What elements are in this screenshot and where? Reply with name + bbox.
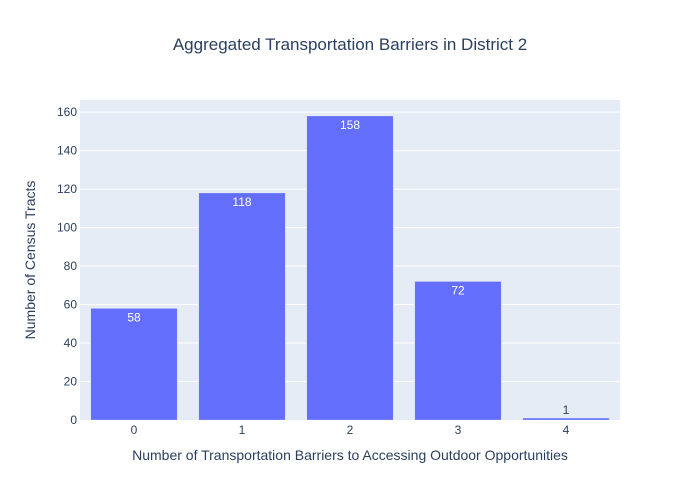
x-tick-label: 3 xyxy=(455,423,462,437)
y-tick-label: 160 xyxy=(57,105,77,119)
bar xyxy=(90,308,178,421)
y-tick-label: 80 xyxy=(64,259,78,273)
bar xyxy=(414,281,502,421)
y-tick-label: 60 xyxy=(64,298,78,312)
y-tick-label: 20 xyxy=(64,375,78,389)
y-tick-label: 40 xyxy=(64,336,78,350)
x-axis-title: Number of Transportation Barriers to Acc… xyxy=(132,447,568,463)
x-tick-label: 0 xyxy=(131,423,138,437)
y-tick-label: 100 xyxy=(57,221,77,235)
bar xyxy=(522,417,610,421)
bar-value-label: 1 xyxy=(563,403,570,417)
bar-value-label: 72 xyxy=(451,283,465,297)
y-axis-title: Number of Census Tracts xyxy=(22,181,38,340)
x-tick-label: 2 xyxy=(347,423,354,437)
y-tick-label: 140 xyxy=(57,144,77,158)
y-tick-label: 0 xyxy=(70,413,77,427)
bar xyxy=(198,192,286,421)
bar-labels: 58 118 158 72 1 xyxy=(127,118,569,417)
x-tick-label: 1 xyxy=(239,423,246,437)
y-tick-label: 120 xyxy=(57,182,77,196)
bar-value-label: 158 xyxy=(340,118,360,132)
bar-value-label: 118 xyxy=(232,195,251,209)
chart-title: Aggregated Transportation Barriers in Di… xyxy=(173,35,527,54)
bars xyxy=(90,115,610,421)
y-axis-ticks: 0 20 40 60 80 100 120 140 160 xyxy=(57,105,77,427)
bar-value-label: 58 xyxy=(127,310,141,324)
x-tick-label: 4 xyxy=(563,423,570,437)
x-axis-ticks: 0 1 2 3 4 xyxy=(131,423,570,437)
bar xyxy=(306,115,394,421)
